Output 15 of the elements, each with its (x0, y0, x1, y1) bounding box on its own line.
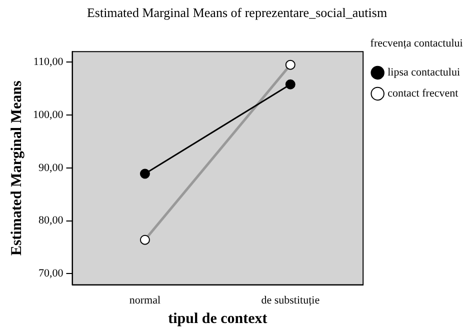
legend-label: lipsa contactului (388, 66, 460, 79)
y-tick-label: 110,00 (33, 56, 64, 68)
x-tick-label: de substituție (261, 294, 320, 306)
y-axis-title: Estimated Marginal Means (8, 80, 25, 256)
chart-title: Estimated Marginal Means of reprezentare_social_autism (86, 5, 388, 20)
point (285, 79, 296, 90)
y-tick-label: 100,00 (33, 108, 64, 121)
y-tick-label: 70,00 (38, 268, 64, 280)
y-tick-label: 90,00 (38, 162, 64, 174)
legend-label: contact frecvent (388, 88, 458, 100)
x-axis-title: tipul de context (168, 310, 268, 327)
legend-title: frecvența contactului (370, 37, 463, 50)
x-tick-label: normal (129, 294, 161, 306)
y-tick-label: 80,00 (38, 214, 64, 227)
point (140, 168, 150, 179)
